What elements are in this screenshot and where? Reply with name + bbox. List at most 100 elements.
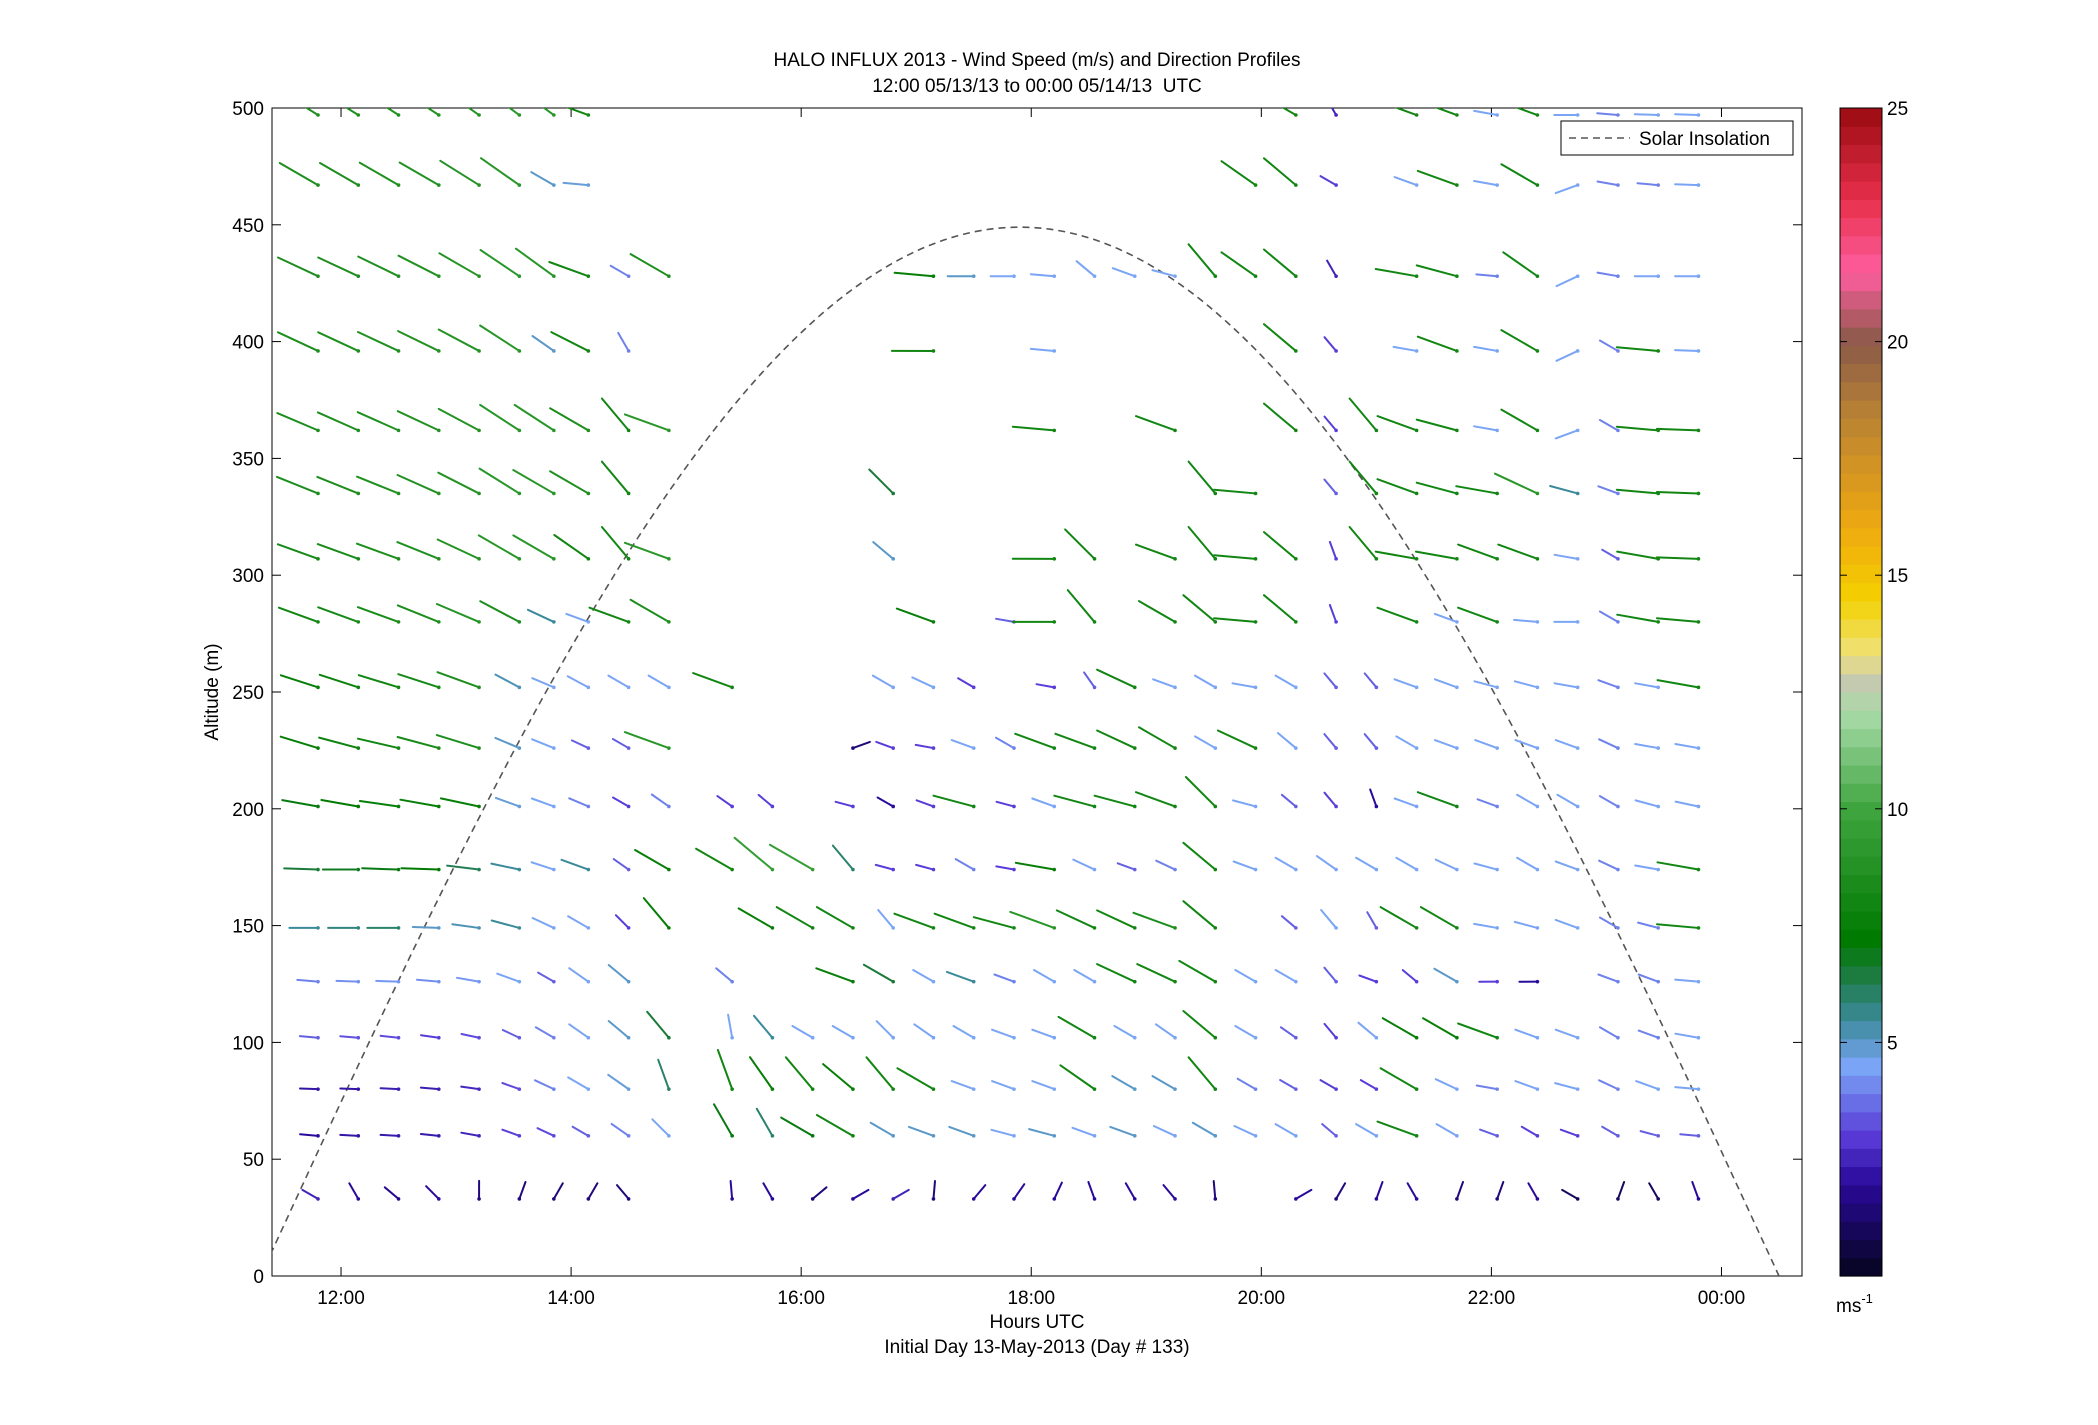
wind-vector-head — [1012, 1134, 1016, 1138]
wind-vector-shaft — [494, 796, 521, 808]
wind-vector — [316, 411, 361, 433]
wind-vector-shaft — [496, 972, 521, 983]
wind-vector-head — [1414, 1134, 1419, 1138]
wind-vector — [950, 739, 976, 750]
wind-vector-head — [851, 979, 855, 984]
wind-vector — [567, 915, 591, 930]
wind-vector-shaft — [339, 1133, 360, 1137]
wind-vector-head — [356, 183, 361, 187]
wind-vector-shaft — [1232, 799, 1257, 808]
wind-vector — [1328, 604, 1338, 624]
wind-vector-head — [1414, 1035, 1419, 1040]
colorbar-band — [1840, 272, 1882, 292]
wind-vector-shaft — [1374, 550, 1418, 560]
wind-vector — [477, 1179, 481, 1201]
wind-vector — [1513, 920, 1540, 930]
wind-vector — [1516, 856, 1540, 872]
wind-vector — [1029, 347, 1057, 353]
wind-vector-head — [1616, 113, 1620, 117]
wind-vector — [531, 335, 556, 353]
wind-vector-head — [1414, 926, 1419, 930]
wind-vector-head — [1696, 979, 1701, 984]
wind-vector-head — [1575, 926, 1580, 930]
wind-vector — [357, 737, 401, 750]
wind-vector — [1319, 1079, 1338, 1091]
wind-vector — [1280, 793, 1298, 809]
wind-vector-head — [1616, 1035, 1620, 1040]
wind-vector-head — [517, 491, 522, 496]
wind-vector — [1433, 612, 1459, 624]
wind-vector-head — [1253, 746, 1258, 750]
wind-vector-shaft — [737, 907, 774, 929]
wind-vector-head — [1455, 1087, 1459, 1091]
wind-vector-shaft — [991, 1080, 1015, 1091]
wind-vector — [715, 967, 734, 984]
wind-vector-head — [316, 804, 320, 809]
wind-vector — [416, 978, 441, 984]
wind-vector-shaft — [357, 674, 400, 689]
wind-vector-shaft — [1561, 1188, 1579, 1200]
wind-vector-head — [1374, 1134, 1379, 1138]
wind-vector — [425, 1185, 441, 1201]
wind-vector-shaft — [600, 526, 630, 560]
wind-vector-head — [1656, 349, 1661, 353]
wind-vector — [1514, 1028, 1540, 1040]
colorbar-band — [1840, 491, 1882, 511]
wind-vector-shaft — [1124, 1182, 1136, 1200]
wind-vector — [1152, 678, 1177, 690]
wind-vector — [1475, 1084, 1499, 1091]
colorbar-unit-exponent: -1 — [1861, 1291, 1873, 1306]
wind-vector-head — [396, 1134, 401, 1138]
wind-vector-shaft — [358, 800, 400, 808]
wind-vector — [436, 671, 481, 690]
y-tick-label: 250 — [232, 683, 264, 704]
wind-vector-shaft — [1348, 460, 1378, 495]
wind-vector-head — [1012, 804, 1016, 809]
wind-vector — [1554, 739, 1580, 750]
wind-vector — [995, 865, 1016, 872]
wind-vector-head — [437, 1035, 441, 1040]
wind-vector — [1376, 1120, 1419, 1138]
wind-vector-shaft — [542, 108, 555, 117]
wind-vector — [1064, 528, 1097, 561]
wind-vector-shaft — [1416, 791, 1458, 808]
wind-vector — [1233, 1125, 1258, 1138]
wind-vector-head — [437, 926, 441, 930]
wind-vector-head — [1575, 491, 1580, 496]
wind-vector — [1473, 680, 1499, 690]
wind-vector-head — [1294, 1035, 1298, 1040]
wind-vector-shaft — [276, 412, 320, 432]
wind-vector-shaft — [1656, 923, 1700, 929]
wind-vector-shaft — [1598, 1079, 1619, 1091]
wind-vector — [607, 1020, 631, 1040]
wind-vector-head — [1414, 557, 1419, 561]
wind-vector-shaft — [1473, 180, 1499, 187]
wind-vector-head — [1535, 804, 1540, 809]
wind-vector-head — [1092, 1035, 1097, 1040]
wind-vector-shaft — [1473, 922, 1499, 929]
wind-vector-shaft — [536, 1127, 555, 1137]
wind-vector-head — [1334, 491, 1338, 496]
wind-vector-shaft — [972, 1184, 987, 1200]
wind-vector-shaft — [915, 799, 935, 808]
colorbar-band — [1840, 947, 1882, 967]
wind-vector-head — [1495, 804, 1499, 809]
wind-vector-shaft — [1220, 251, 1257, 278]
colorbar-band — [1840, 217, 1882, 237]
wind-vector-shaft — [1514, 739, 1539, 750]
colorbar-band — [1840, 929, 1882, 949]
wind-vector-shaft — [1634, 864, 1660, 871]
wind-vector-shaft — [834, 800, 854, 808]
wind-vector — [1263, 402, 1298, 433]
wind-vector-shaft — [1416, 335, 1458, 352]
wind-vector — [501, 1029, 522, 1040]
wind-vector — [531, 677, 556, 690]
wind-vector-head — [1253, 804, 1258, 809]
wind-vector — [1479, 1128, 1499, 1138]
wind-vector — [494, 796, 522, 809]
wind-vector-shaft — [1415, 418, 1458, 432]
wind-vector — [1138, 600, 1177, 624]
wind-vector-head — [626, 349, 631, 353]
wind-vector — [623, 541, 671, 561]
